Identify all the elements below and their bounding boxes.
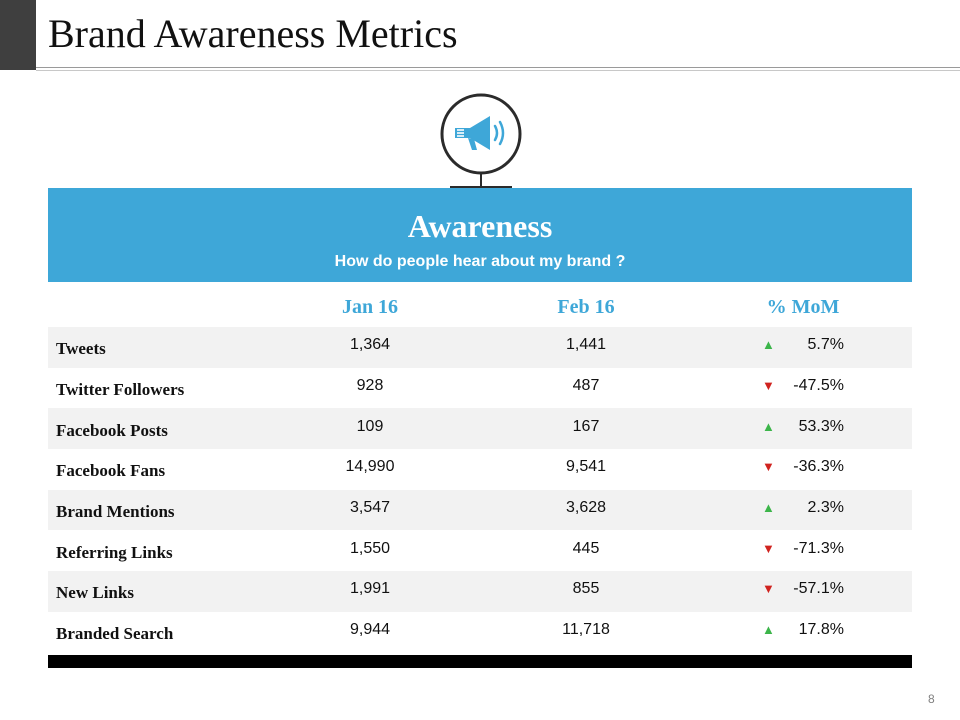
slide-title: Brand Awareness Metrics <box>48 11 458 56</box>
awareness-banner: Awareness How do people hear about my br… <box>48 188 912 282</box>
feb-value: 9,541 <box>565 458 607 476</box>
metric-label: Twitter Followers <box>56 380 185 400</box>
title-divider <box>36 67 960 68</box>
table-row: Twitter Followers 928 487 ▼ -47.5% <box>48 368 912 409</box>
mom-cell: ▼ -57.1% <box>694 580 912 598</box>
table-row: Referring Links 1,550 445 ▼ -71.3% <box>48 530 912 571</box>
jan-value: 3,547 <box>349 499 391 517</box>
metric-label: Branded Search <box>56 624 174 644</box>
header-metric <box>48 287 262 327</box>
trend-down-icon: ▼ <box>762 459 775 475</box>
jan-value: 1,364 <box>349 336 391 354</box>
feb-value: 167 <box>572 417 600 435</box>
mom-value: 17.8% <box>798 621 844 639</box>
feb-value: 11,718 <box>562 621 610 639</box>
table-row: Branded Search 9,944 11,718 ▲ 17.8% <box>48 612 912 653</box>
trend-down-icon: ▼ <box>762 378 775 394</box>
banner-subtitle: How do people hear about my brand ? <box>334 253 626 270</box>
feb-value: 855 <box>572 580 600 598</box>
trend-down-icon: ▼ <box>762 581 775 597</box>
table-row: Tweets 1,364 1,441 ▲ 5.7% <box>48 327 912 368</box>
mom-cell: ▲ 53.3% <box>694 418 912 436</box>
jan-value: 928 <box>356 377 384 395</box>
table-body: Tweets 1,364 1,441 ▲ 5.7% Twitter Followers 92… <box>48 327 912 653</box>
title-divider-secondary <box>36 70 960 71</box>
metric-label: Tweets <box>56 339 106 359</box>
mom-value: -57.1% <box>793 580 844 598</box>
table-row: Facebook Posts 109 167 ▲ 53.3% <box>48 408 912 450</box>
table-row: New Links 1,991 855 ▼ -57.1% <box>48 571 912 612</box>
table-row: Brand Mentions 3,547 3,628 ▲ 2.3% <box>48 489 912 531</box>
jan-value: 1,991 <box>349 580 391 598</box>
header-mom: % MoM <box>766 296 840 318</box>
trend-down-icon: ▼ <box>762 540 775 556</box>
trend-up-icon: ▲ <box>762 337 775 353</box>
feb-value: 487 <box>572 377 600 395</box>
mom-cell: ▲ 5.7% <box>694 336 912 354</box>
metrics-table: Jan 16 Feb 16 % MoM Tweets 1,364 1,441 ▲ 5.7… <box>48 287 912 653</box>
page-number: 8 <box>928 692 935 706</box>
trend-up-icon: ▲ <box>762 500 775 516</box>
banner-title: Awareness <box>407 208 553 244</box>
table-bottom-bar <box>48 655 912 668</box>
metric-label: Facebook Fans <box>56 461 166 481</box>
jan-value: 9,944 <box>349 621 391 639</box>
header-jan: Jan 16 <box>341 296 399 318</box>
mom-cell: ▲ 17.8% <box>694 621 912 639</box>
feb-value: 445 <box>572 539 600 557</box>
metric-label: Facebook Posts <box>56 420 168 440</box>
jan-value: 109 <box>356 417 384 435</box>
mom-cell: ▼ -47.5% <box>694 377 912 395</box>
mom-value: 5.7% <box>807 336 844 354</box>
mom-value: -36.3% <box>793 458 844 476</box>
title-accent-bar <box>0 0 36 70</box>
jan-value: 14,990 <box>345 458 395 476</box>
trend-up-icon: ▲ <box>762 418 775 434</box>
metric-label: Brand Mentions <box>56 502 175 522</box>
mom-value: 2.3% <box>807 499 844 517</box>
metric-label: New Links <box>56 583 134 603</box>
metric-label: Referring Links <box>56 542 173 562</box>
table-header-row: Jan 16 Feb 16 % MoM <box>48 287 912 327</box>
feb-value: 3,628 <box>565 499 607 517</box>
mom-cell: ▲ 2.3% <box>694 499 912 517</box>
mom-value: 53.3% <box>798 417 844 435</box>
mom-cell: ▼ -36.3% <box>694 458 912 476</box>
megaphone-icon <box>438 92 524 188</box>
mom-cell: ▼ -71.3% <box>694 540 912 558</box>
jan-value: 1,550 <box>349 539 391 557</box>
header-feb: Feb 16 <box>557 296 615 318</box>
table-row: Facebook Fans 14,990 9,541 ▼ -36.3% <box>48 449 912 490</box>
feb-value: 1,441 <box>565 336 607 354</box>
mom-value: -47.5% <box>793 377 844 395</box>
trend-up-icon: ▲ <box>762 622 775 638</box>
mom-value: -71.3% <box>793 539 844 557</box>
